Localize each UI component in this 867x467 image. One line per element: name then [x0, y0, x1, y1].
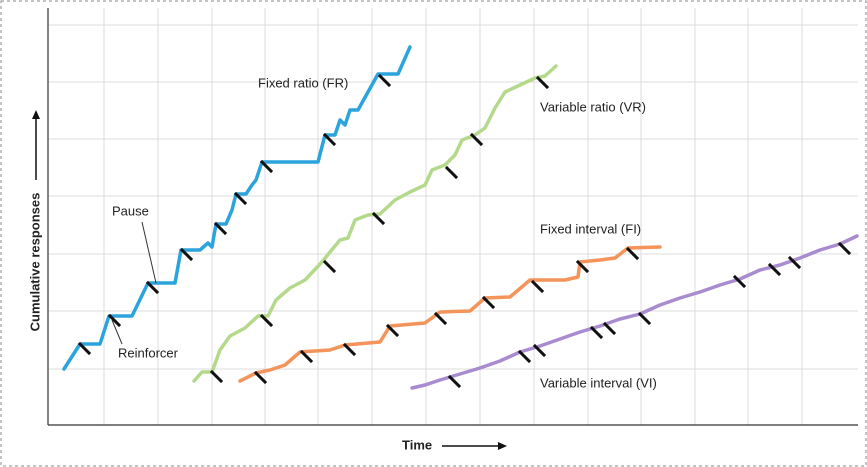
- annotation: Reinforcer: [118, 345, 179, 360]
- curve-label: Variable ratio (VR): [540, 99, 646, 114]
- annotation-pointer: [141, 221, 157, 284]
- annotation-pointer: [111, 319, 123, 345]
- vr-curve: [192, 64, 558, 383]
- vi-curve: [410, 234, 859, 390]
- fi-curve: [238, 245, 662, 383]
- curve-label: Variable interval (VI): [540, 375, 657, 390]
- fi-reinforcers: [253, 246, 640, 385]
- fr-reinforcers: [77, 73, 392, 356]
- annotation: Pause: [112, 203, 149, 218]
- curve-label: Fixed interval (FI): [540, 221, 641, 236]
- y-axis-label: Cumulative responses: [27, 193, 42, 332]
- grid: [48, 8, 858, 425]
- x-axis-arrow: [442, 442, 507, 450]
- vi-reinforcers: [447, 241, 852, 389]
- curve-label: Fixed ratio (FR): [258, 75, 348, 90]
- y-axis-arrow: [32, 110, 40, 180]
- axes: [47, 8, 858, 426]
- vr-reinforcers: [209, 75, 550, 384]
- x-axis-label: Time: [402, 437, 432, 452]
